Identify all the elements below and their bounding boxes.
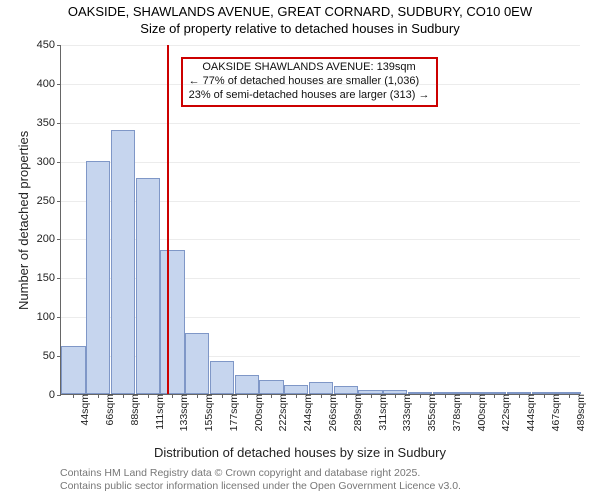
subject-property-marker-line bbox=[167, 45, 169, 394]
x-tick-label: 66sqm bbox=[102, 394, 116, 426]
x-tick-label: 489sqm bbox=[573, 394, 587, 431]
x-tick-label: 422sqm bbox=[498, 394, 512, 431]
x-tick-mark bbox=[73, 394, 74, 398]
attribution-line2: Contains public sector information licen… bbox=[60, 480, 461, 493]
x-tick-mark bbox=[247, 394, 248, 398]
x-tick-mark bbox=[544, 394, 545, 398]
y-tick-label: 0 bbox=[49, 389, 61, 401]
x-tick-label: 222sqm bbox=[275, 394, 289, 431]
y-tick-label: 350 bbox=[37, 117, 61, 129]
x-tick-mark bbox=[296, 394, 297, 398]
y-tick-label: 150 bbox=[37, 272, 61, 284]
x-tick-mark bbox=[346, 394, 347, 398]
histogram-bar bbox=[136, 178, 160, 394]
histogram-bar bbox=[111, 130, 135, 394]
x-tick-mark bbox=[98, 394, 99, 398]
x-tick-mark bbox=[148, 394, 149, 398]
attribution-line1: Contains HM Land Registry data © Crown c… bbox=[60, 467, 461, 480]
annotation-box: OAKSIDE SHAWLANDS AVENUE: 139sqm ← 77% o… bbox=[181, 57, 438, 106]
chart-container: OAKSIDE, SHAWLANDS AVENUE, GREAT CORNARD… bbox=[0, 0, 600, 500]
x-tick-label: 333sqm bbox=[399, 394, 413, 431]
y-axis-label: Number of detached properties bbox=[16, 131, 31, 310]
y-gridline bbox=[61, 84, 580, 85]
x-tick-mark bbox=[222, 394, 223, 398]
histogram-bar bbox=[210, 361, 234, 394]
x-tick-mark bbox=[470, 394, 471, 398]
annotation-line1: OAKSIDE SHAWLANDS AVENUE: 139sqm bbox=[189, 61, 430, 75]
x-tick-mark bbox=[420, 394, 421, 398]
y-tick-label: 450 bbox=[37, 39, 61, 51]
x-tick-label: 378sqm bbox=[449, 394, 463, 431]
x-axis-label: Distribution of detached houses by size … bbox=[0, 445, 600, 460]
histogram-bar bbox=[235, 375, 259, 394]
y-tick-label: 200 bbox=[37, 233, 61, 245]
x-tick-label: 44sqm bbox=[77, 394, 91, 426]
y-tick-label: 400 bbox=[37, 78, 61, 90]
y-tick-label: 50 bbox=[43, 350, 61, 362]
plot-area: OAKSIDE SHAWLANDS AVENUE: 139sqm ← 77% o… bbox=[60, 45, 580, 395]
x-tick-label: 444sqm bbox=[523, 394, 537, 431]
x-tick-label: 133sqm bbox=[176, 394, 190, 431]
x-tick-mark bbox=[321, 394, 322, 398]
histogram-bar bbox=[160, 250, 184, 394]
x-tick-mark bbox=[271, 394, 272, 398]
x-tick-label: 355sqm bbox=[424, 394, 438, 431]
y-gridline bbox=[61, 45, 580, 46]
x-tick-mark bbox=[172, 394, 173, 398]
x-tick-label: 200sqm bbox=[251, 394, 265, 431]
attribution-text: Contains HM Land Registry data © Crown c… bbox=[60, 467, 461, 493]
annotation-line2: ← 77% of detached houses are smaller (1,… bbox=[189, 75, 430, 89]
x-tick-mark bbox=[569, 394, 570, 398]
histogram-bar bbox=[185, 333, 209, 394]
histogram-bar bbox=[259, 380, 283, 394]
x-tick-label: 467sqm bbox=[548, 394, 562, 431]
x-tick-label: 289sqm bbox=[350, 394, 364, 431]
x-tick-mark bbox=[494, 394, 495, 398]
histogram-bar bbox=[334, 386, 358, 394]
histogram-bar bbox=[309, 382, 333, 394]
y-tick-label: 250 bbox=[37, 195, 61, 207]
x-tick-label: 111sqm bbox=[152, 394, 166, 430]
x-tick-mark bbox=[445, 394, 446, 398]
x-tick-label: 177sqm bbox=[226, 394, 240, 431]
x-tick-mark bbox=[519, 394, 520, 398]
histogram-bar bbox=[86, 161, 110, 394]
x-tick-label: 155sqm bbox=[201, 394, 215, 431]
chart-title-line1: OAKSIDE, SHAWLANDS AVENUE, GREAT CORNARD… bbox=[0, 4, 600, 19]
x-tick-label: 244sqm bbox=[300, 394, 314, 431]
x-tick-label: 400sqm bbox=[474, 394, 488, 431]
y-gridline bbox=[61, 162, 580, 163]
x-tick-mark bbox=[371, 394, 372, 398]
x-tick-mark bbox=[123, 394, 124, 398]
x-tick-label: 311sqm bbox=[375, 394, 389, 431]
x-tick-mark bbox=[197, 394, 198, 398]
chart-title-line2: Size of property relative to detached ho… bbox=[0, 21, 600, 36]
y-tick-label: 100 bbox=[37, 311, 61, 323]
y-gridline bbox=[61, 123, 580, 124]
x-tick-label: 266sqm bbox=[325, 394, 339, 431]
annotation-line3: 23% of semi-detached houses are larger (… bbox=[189, 89, 430, 103]
x-tick-mark bbox=[395, 394, 396, 398]
x-tick-label: 88sqm bbox=[127, 394, 141, 426]
histogram-bar bbox=[61, 346, 85, 394]
histogram-bar bbox=[284, 385, 308, 394]
y-tick-label: 300 bbox=[37, 156, 61, 168]
